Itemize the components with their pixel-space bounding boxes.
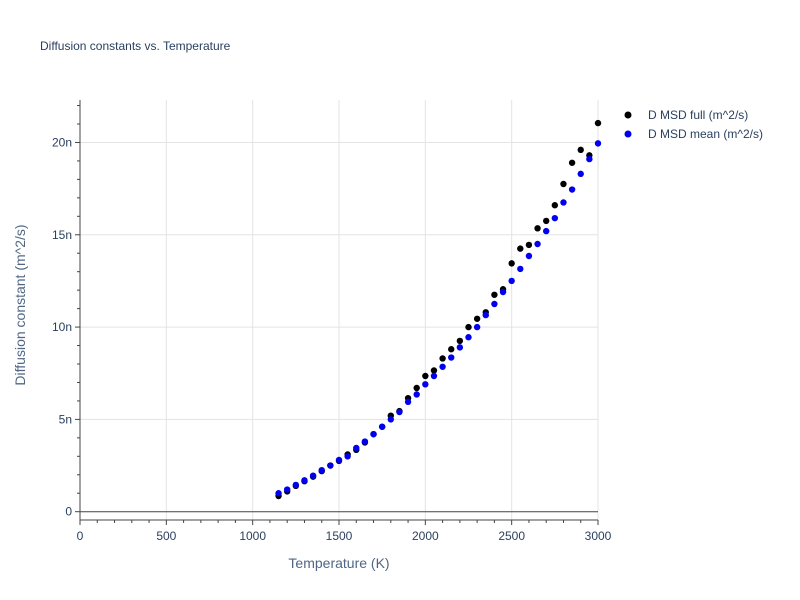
chart-title: Diffusion constants vs. Temperature [40, 39, 231, 53]
data-point[interactable] [404, 398, 412, 406]
axes: 0 500 1000 1500 2000 2500 3000 0 5n 10n 15n 20n [52, 100, 612, 543]
data-point[interactable] [465, 334, 472, 341]
data-point[interactable] [543, 227, 550, 235]
x-tick-label: 1000 [239, 529, 266, 543]
data-point[interactable] [309, 472, 317, 479]
data-point[interactable] [422, 381, 429, 388]
legend-item-mean[interactable]: D MSD mean (m^2/s) [624, 127, 763, 141]
data-point[interactable] [439, 355, 446, 362]
data-point[interactable] [284, 486, 291, 493]
data-point[interactable] [413, 384, 420, 392]
y-axis-title: Diffusion constant (m^2/s) [12, 224, 28, 385]
data-point[interactable] [396, 408, 403, 416]
data-point[interactable] [491, 300, 498, 308]
data-point[interactable] [353, 444, 360, 452]
data-point[interactable] [568, 186, 576, 193]
data-point[interactable] [422, 372, 429, 380]
data-point[interactable] [430, 372, 438, 380]
data-point[interactable] [335, 456, 343, 464]
data-point[interactable] [473, 323, 481, 331]
data-point[interactable] [387, 416, 394, 423]
data-point[interactable] [525, 241, 533, 249]
data-point[interactable] [361, 438, 369, 445]
x-axis-title: Temperature (K) [288, 555, 389, 571]
data-point[interactable] [292, 481, 300, 489]
y-tick-label: 5n [59, 412, 72, 426]
x-tick-label: 0 [77, 529, 84, 543]
y-tick-label: 10n [52, 320, 72, 334]
x-tick-label: 3000 [585, 529, 612, 543]
x-tick-label: 2000 [412, 529, 439, 543]
legend-label-full: D MSD full (m^2/s) [648, 108, 748, 122]
legend-label-mean: D MSD mean (m^2/s) [648, 127, 763, 141]
data-point[interactable] [413, 391, 420, 398]
data-point[interactable] [551, 202, 559, 209]
data-point[interactable] [344, 453, 351, 460]
data-point[interactable] [508, 260, 515, 267]
data-point[interactable] [560, 199, 567, 206]
data-point[interactable] [301, 477, 308, 484]
data-point[interactable] [439, 363, 446, 370]
data-point[interactable] [318, 466, 325, 474]
data-point[interactable] [448, 346, 455, 353]
data-points[interactable] [275, 119, 602, 500]
data-point[interactable] [534, 225, 541, 232]
y-tick-label: 20n [52, 135, 72, 149]
data-point[interactable] [370, 430, 377, 438]
data-point[interactable] [456, 337, 464, 345]
data-point[interactable] [594, 119, 602, 127]
data-point[interactable] [517, 265, 524, 273]
data-point[interactable] [543, 217, 550, 225]
data-point[interactable] [525, 252, 533, 260]
data-point[interactable] [577, 170, 584, 178]
data-point[interactable] [378, 423, 386, 430]
data-point[interactable] [456, 344, 464, 351]
data-point[interactable] [499, 288, 507, 296]
legend: D MSD full (m^2/s) D MSD mean (m^2/s) [624, 108, 763, 141]
data-point[interactable] [275, 490, 282, 497]
data-point[interactable] [568, 159, 576, 166]
y-tick-label: 0 [65, 505, 72, 519]
data-point[interactable] [430, 367, 438, 374]
legend-item-full[interactable]: D MSD full (m^2/s) [624, 108, 749, 122]
y-tick-label: 15n [52, 228, 72, 242]
data-point[interactable] [491, 291, 498, 298]
data-point[interactable] [482, 311, 489, 319]
x-tick-label: 2500 [498, 529, 525, 543]
data-point[interactable] [508, 277, 515, 285]
data-point[interactable] [473, 315, 481, 322]
data-point[interactable] [448, 354, 455, 361]
data-point[interactable] [327, 462, 334, 469]
data-point[interactable] [465, 323, 472, 331]
data-point[interactable] [586, 155, 593, 163]
data-point[interactable] [594, 140, 602, 147]
data-point[interactable] [577, 146, 584, 154]
series-mean [275, 140, 602, 497]
data-point[interactable] [551, 214, 559, 222]
data-point[interactable] [560, 180, 567, 188]
data-point[interactable] [534, 240, 541, 248]
legend-marker-full [624, 111, 632, 119]
x-tick-label: 1500 [326, 529, 353, 543]
legend-marker-mean [624, 130, 632, 138]
x-tick-label: 500 [156, 529, 176, 543]
data-point[interactable] [517, 245, 524, 252]
grid [80, 100, 599, 520]
